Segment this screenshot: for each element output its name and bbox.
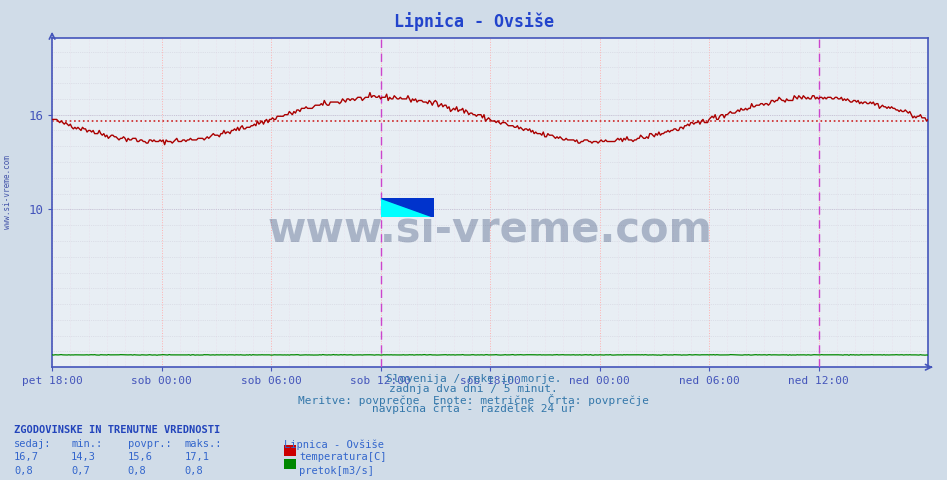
- Text: www.si-vreme.com: www.si-vreme.com: [3, 155, 12, 229]
- Text: 0,8: 0,8: [128, 466, 147, 476]
- Text: navpična črta - razdelek 24 ur: navpična črta - razdelek 24 ur: [372, 403, 575, 414]
- Text: 15,6: 15,6: [128, 452, 152, 462]
- Text: Lipnica - Ovsiše: Lipnica - Ovsiše: [394, 12, 553, 31]
- Text: Lipnica - Ovšiše: Lipnica - Ovšiše: [284, 439, 384, 450]
- Text: Slovenija / reke in morje.: Slovenija / reke in morje.: [385, 374, 562, 384]
- Text: 0,8: 0,8: [185, 466, 204, 476]
- Polygon shape: [381, 198, 434, 217]
- Text: 0,8: 0,8: [14, 466, 33, 476]
- Text: zadnja dva dni / 5 minut.: zadnja dva dni / 5 minut.: [389, 384, 558, 394]
- Text: maks.:: maks.:: [185, 439, 223, 449]
- Text: min.:: min.:: [71, 439, 102, 449]
- Text: Meritve: povprečne  Enote: metrične  Črta: povprečje: Meritve: povprečne Enote: metrične Črta:…: [298, 394, 649, 406]
- Text: 17,1: 17,1: [185, 452, 209, 462]
- Polygon shape: [381, 198, 434, 217]
- Text: pretok[m3/s]: pretok[m3/s]: [299, 466, 374, 476]
- Text: 14,3: 14,3: [71, 452, 96, 462]
- Text: www.si-vreme.com: www.si-vreme.com: [268, 208, 712, 250]
- Text: povpr.:: povpr.:: [128, 439, 171, 449]
- Text: 16,7: 16,7: [14, 452, 39, 462]
- Text: 0,7: 0,7: [71, 466, 90, 476]
- Text: sedaj:: sedaj:: [14, 439, 52, 449]
- Text: temperatura[C]: temperatura[C]: [299, 452, 386, 462]
- Text: ZGODOVINSKE IN TRENUTNE VREDNOSTI: ZGODOVINSKE IN TRENUTNE VREDNOSTI: [14, 425, 221, 435]
